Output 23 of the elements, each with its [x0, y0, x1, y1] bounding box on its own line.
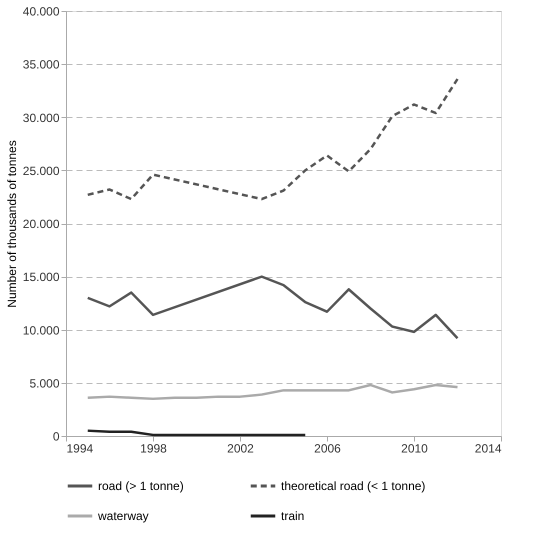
x-tick-label: 2002 — [227, 442, 254, 456]
y-tick-label: 40.000 — [22, 4, 60, 18]
x-tick-label: 2006 — [314, 442, 342, 456]
legend-label: theoretical road (< 1 tonne) — [281, 479, 426, 493]
legend-label: waterway — [97, 509, 149, 523]
line-series — [86, 78, 459, 200]
line-series — [86, 384, 459, 400]
x-tick-label: 1994 — [66, 442, 94, 456]
y-tick-label: 5.000 — [29, 376, 60, 390]
y-tick-label: 25.000 — [22, 164, 60, 178]
line-series — [86, 275, 459, 340]
legend-label: train — [281, 509, 304, 523]
y-tick-label: 30.000 — [22, 110, 60, 125]
y-axis-title: Number of thousands of tonnes — [4, 140, 19, 308]
y-tick-label: 20.000 — [22, 217, 60, 231]
y-tick-label: 10.000 — [22, 323, 60, 338]
y-tick-label: 15.000 — [22, 270, 60, 284]
x-tick-label: 2010 — [401, 442, 428, 456]
x-tick-label: 1998 — [140, 442, 168, 456]
y-tick-label: 35.000 — [22, 58, 60, 72]
x-tick-label: 2014 — [474, 442, 502, 456]
y-tick-label: 0 — [52, 430, 60, 444]
legend-label: road (> 1 tonne) — [98, 479, 184, 493]
